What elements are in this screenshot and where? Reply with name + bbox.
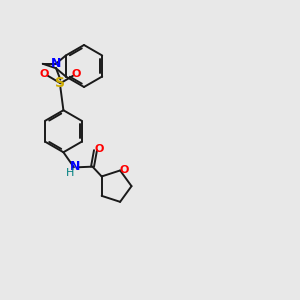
Text: O: O [40, 69, 49, 79]
Text: H: H [66, 168, 74, 178]
Text: O: O [72, 69, 81, 79]
Text: S: S [56, 76, 65, 90]
Text: N: N [70, 160, 81, 173]
Text: O: O [94, 144, 104, 154]
Text: N: N [51, 57, 62, 70]
Text: O: O [120, 165, 129, 175]
